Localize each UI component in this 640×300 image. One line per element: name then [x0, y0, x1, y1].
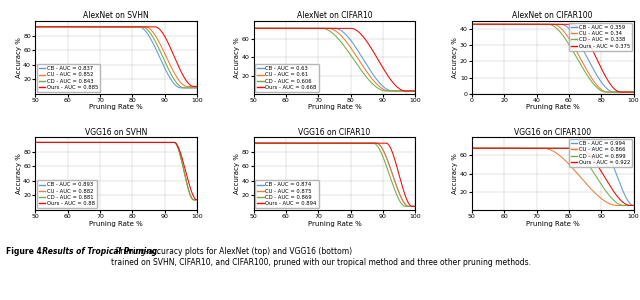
X-axis label: Pruning Rate %: Pruning Rate %	[89, 104, 143, 110]
Text: Results of Tropical Pruning.: Results of Tropical Pruning.	[37, 248, 160, 256]
Legend: CB - AUC = 0.359, CU - AUC = 0.34, CD - AUC = 0.338, Ours - AUC = 0.375: CB - AUC = 0.359, CU - AUC = 0.34, CD - …	[568, 22, 632, 51]
X-axis label: Pruning Rate %: Pruning Rate %	[89, 220, 143, 226]
Y-axis label: Accuracy %: Accuracy %	[452, 37, 458, 78]
X-axis label: Pruning Rate %: Pruning Rate %	[526, 104, 580, 110]
Legend: CB - AUC = 0.63, CU - AUC = 0.61, CD - AUC = 0.606, Ours - AUC = 0.668: CB - AUC = 0.63, CU - AUC = 0.61, CD - A…	[255, 64, 319, 92]
Y-axis label: Accuracy %: Accuracy %	[234, 37, 240, 78]
Legend: CB - AUC = 0.874, CU - AUC = 0.875, CD - AUC = 0.869, Ours - AUC = 0.894: CB - AUC = 0.874, CU - AUC = 0.875, CD -…	[255, 180, 319, 208]
Title: VGG16 on SVHN: VGG16 on SVHN	[85, 128, 147, 136]
X-axis label: Pruning Rate %: Pruning Rate %	[308, 220, 361, 226]
Title: AlexNet on CIFAR100: AlexNet on CIFAR100	[513, 11, 593, 20]
X-axis label: Pruning Rate %: Pruning Rate %	[308, 104, 361, 110]
Title: AlexNet on CIFAR10: AlexNet on CIFAR10	[296, 11, 372, 20]
Legend: CB - AUC = 0.837, CU - AUC = 0.852, CD - AUC = 0.843, Ours - AUC = 0.885: CB - AUC = 0.837, CU - AUC = 0.852, CD -…	[36, 64, 100, 92]
Y-axis label: Accuracy %: Accuracy %	[16, 37, 22, 78]
Title: AlexNet on SVHN: AlexNet on SVHN	[83, 11, 149, 20]
X-axis label: Pruning Rate %: Pruning Rate %	[526, 220, 580, 226]
Text: Pruning-accuracy plots for AlexNet (top) and VGG16 (bottom)
trained on SVHN, CIF: Pruning-accuracy plots for AlexNet (top)…	[111, 248, 531, 267]
Y-axis label: Accuracy %: Accuracy %	[234, 153, 240, 194]
Y-axis label: Accuracy %: Accuracy %	[452, 153, 458, 194]
Legend: CB - AUC = 0.893, CU - AUC = 0.882, CD - AUC = 0.881, Ours - AUC = 0.88: CB - AUC = 0.893, CU - AUC = 0.882, CD -…	[36, 180, 97, 208]
Title: VGG16 on CIFAR100: VGG16 on CIFAR100	[514, 128, 591, 136]
Text: Figure 4:: Figure 4:	[6, 248, 45, 256]
Y-axis label: Accuracy %: Accuracy %	[16, 153, 22, 194]
Legend: CB - AUC = 0.994, CU - AUC = 0.866, CD - AUC = 0.899, Ours - AUC = 0.922: CB - AUC = 0.994, CU - AUC = 0.866, CD -…	[568, 139, 632, 167]
Title: VGG16 on CIFAR10: VGG16 on CIFAR10	[298, 128, 371, 136]
